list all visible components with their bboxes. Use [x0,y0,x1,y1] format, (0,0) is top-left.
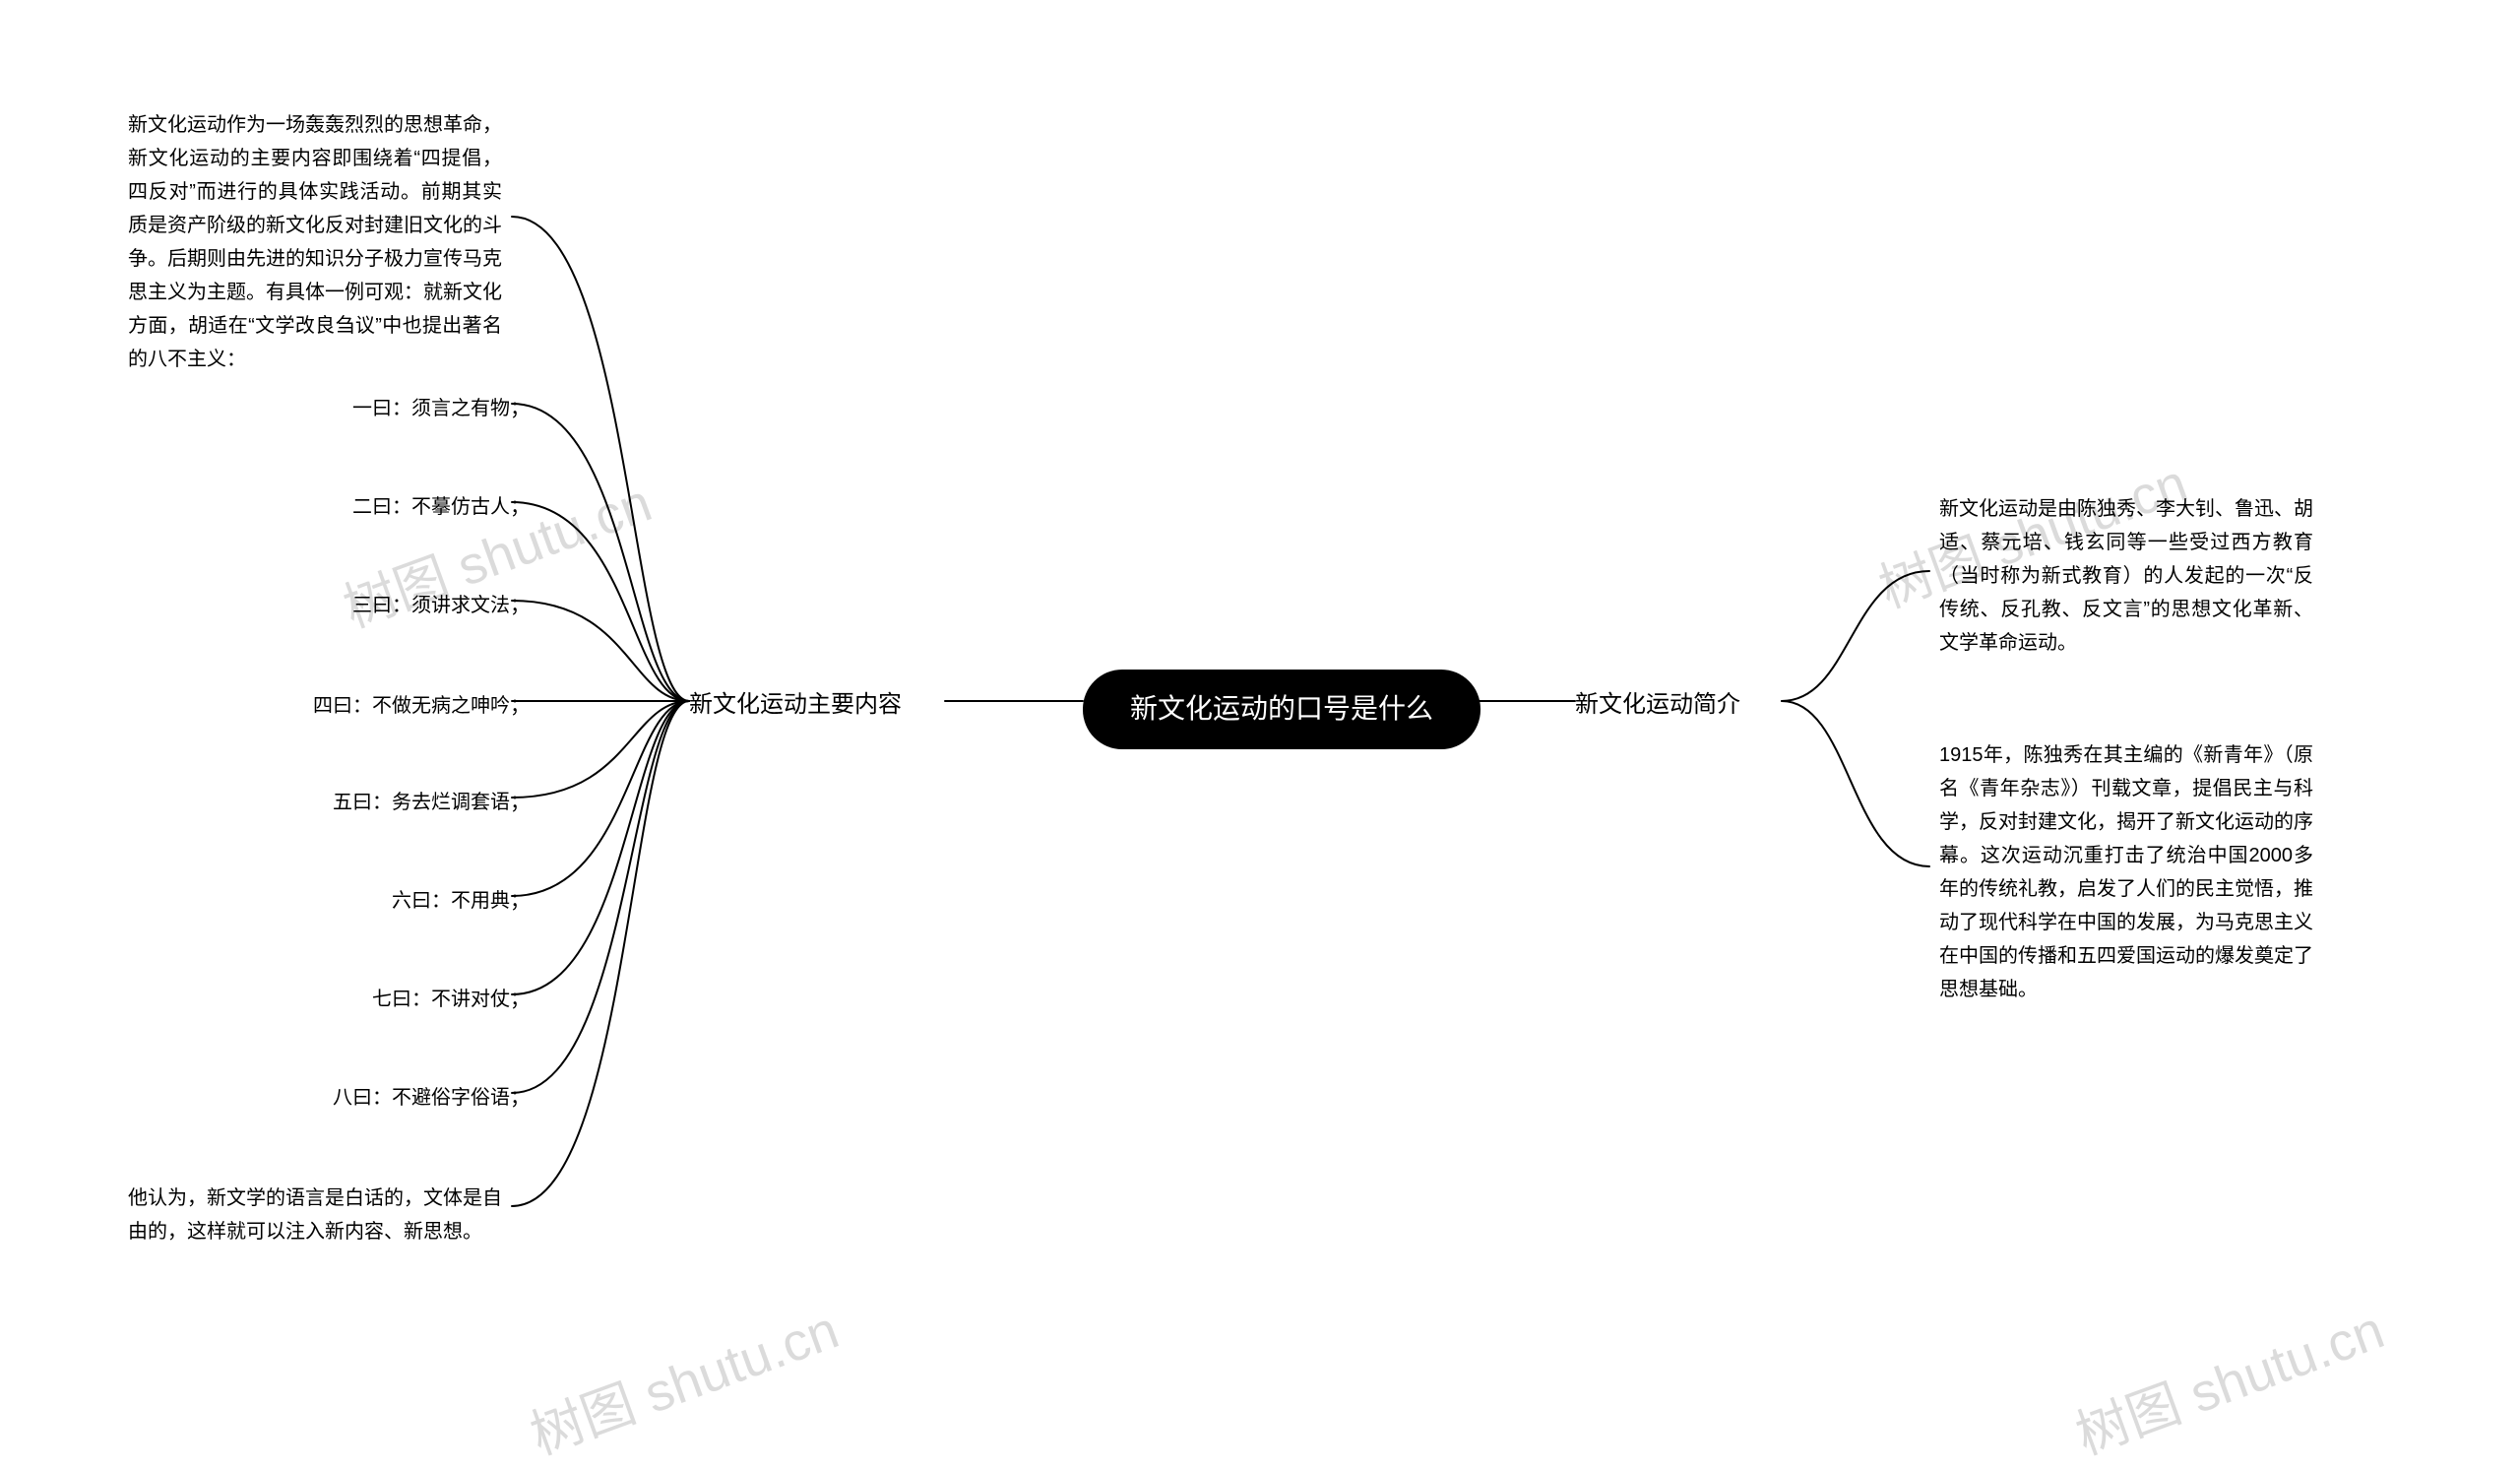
left-item-5[interactable]: 五曰：务去烂调套语； [333,786,530,819]
watermark: 树图 shutu.cn [518,1286,847,1469]
left-item-3[interactable]: 三曰：须讲求文法； [352,589,530,622]
right-item-1[interactable]: 新文化运动是由陈独秀、李大钊、鲁迅、胡适、蔡元培、钱玄同等一些受过西方教育（当时… [1939,492,2313,660]
left-branch-label[interactable]: 新文化运动主要内容 [689,686,902,724]
right-branch-label[interactable]: 新文化运动简介 [1575,686,1740,724]
right-item-2[interactable]: 1915年，陈独秀在其主编的《新青年》（原名《青年杂志》）刊载文章，提倡民主与科… [1939,738,2313,1006]
left-intro[interactable]: 新文化运动作为一场轰轰烈烈的思想革命，新文化运动的主要内容即围绕着“四提倡，四反… [128,108,502,376]
left-item-4[interactable]: 四曰：不做无病之呻吟； [313,689,530,723]
left-item-6[interactable]: 六曰：不用典； [392,884,530,918]
watermark: 树图 shutu.cn [2063,1286,2392,1469]
left-outro[interactable]: 他认为，新文学的语言是白话的，文体是自由的，这样就可以注入新内容、新思想。 [128,1182,502,1248]
center-node[interactable]: 新文化运动的口号是什么 [1083,670,1480,749]
left-item-1[interactable]: 一曰：须言之有物； [352,392,530,425]
left-item-7[interactable]: 七曰：不讲对仗； [372,983,530,1016]
left-item-8[interactable]: 八曰：不避俗字俗语； [333,1081,530,1115]
left-item-2[interactable]: 二曰：不摹仿古人； [352,490,530,524]
